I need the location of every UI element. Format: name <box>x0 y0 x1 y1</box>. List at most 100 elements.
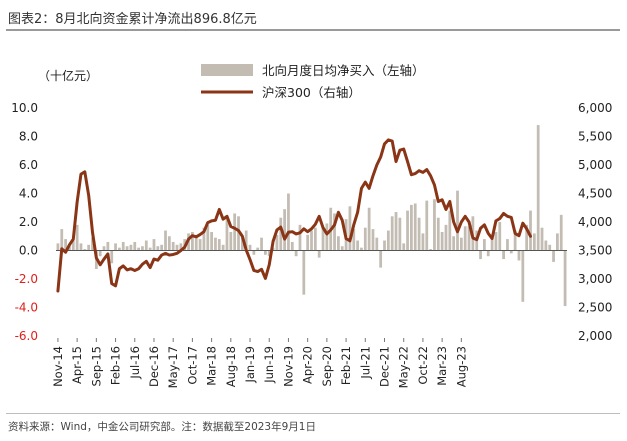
right-tick-label: 4,000 <box>578 215 612 229</box>
bar <box>356 240 359 251</box>
bar <box>467 226 471 251</box>
x-tick-label: Mar-18 <box>205 346 219 386</box>
source-note: 资料来源：Wind，中金公司研究部。注：数据截至2023年9月1日 <box>8 421 316 433</box>
bar-series <box>56 125 567 307</box>
bar <box>98 250 102 257</box>
right-tick-label: 5,500 <box>578 130 612 144</box>
bar <box>68 246 71 251</box>
x-tick-label: Jan-19 <box>243 346 257 384</box>
bar <box>79 243 83 251</box>
right-tick-label: 6,000 <box>578 101 612 115</box>
bar <box>206 224 210 251</box>
bar <box>429 249 432 251</box>
bar <box>363 227 367 251</box>
x-tick-label: Mar-23 <box>435 346 449 386</box>
right-tick-label: 2,500 <box>578 301 612 315</box>
bar <box>144 240 148 251</box>
bar <box>244 230 248 251</box>
bar <box>421 233 425 251</box>
bar <box>379 250 383 268</box>
bar <box>525 224 529 251</box>
bar <box>202 227 206 251</box>
bar <box>521 250 525 302</box>
bar <box>413 203 417 251</box>
bar <box>164 230 167 251</box>
bar <box>221 244 225 251</box>
legend: 北向月度日均净买入（左轴） 沪深300（右轴） <box>201 63 425 100</box>
x-tick-label: Dec-21 <box>378 346 392 387</box>
bar <box>310 230 313 251</box>
bar <box>167 236 171 251</box>
left-tick-label: -2.0 <box>15 272 38 286</box>
bar <box>509 250 513 254</box>
bar <box>175 244 179 251</box>
bar <box>217 239 221 251</box>
bar <box>517 250 521 261</box>
bar <box>486 250 490 257</box>
left-tick-label: 0.0 <box>19 244 38 258</box>
x-axis-ticks: Nov-14 Apr-15 Sep-15 Feb-16 Jul-16 Dec-16 May-… <box>51 338 468 388</box>
index-line <box>56 138 532 293</box>
bar <box>321 227 325 251</box>
bar <box>240 237 244 251</box>
bar <box>264 250 267 255</box>
bar <box>60 229 64 251</box>
bar <box>559 214 563 251</box>
bar <box>225 216 229 251</box>
bar <box>194 236 198 251</box>
left-tick-label: 10.0 <box>11 101 38 115</box>
bar <box>452 236 456 251</box>
bar <box>459 237 463 251</box>
legend-bar-swatch <box>201 64 253 76</box>
bar <box>433 199 436 251</box>
left-axis-unit-label: （十亿元） <box>38 68 98 83</box>
bar <box>114 243 117 251</box>
footer-divider <box>6 413 620 414</box>
bar <box>317 250 321 258</box>
x-tick-label: Aug-18 <box>224 346 238 387</box>
bar <box>237 216 240 251</box>
bar <box>56 243 60 251</box>
bar <box>394 212 398 251</box>
bar <box>313 227 317 251</box>
x-tick-label: Sep-15 <box>89 346 103 386</box>
right-tick-label: 3,500 <box>578 244 612 258</box>
bar <box>556 233 559 251</box>
right-tick-label: 4,500 <box>578 187 612 201</box>
bar <box>191 231 194 251</box>
bar <box>118 247 121 251</box>
bar <box>483 239 486 251</box>
x-tick-label: Feb-21 <box>339 346 353 385</box>
bar <box>141 246 144 251</box>
title-divider <box>6 29 620 31</box>
bar <box>490 234 494 251</box>
left-tick-label: 2.0 <box>19 215 38 229</box>
bar <box>386 230 390 251</box>
left-tick-label: -4.0 <box>15 301 38 315</box>
bar <box>417 217 421 251</box>
bar <box>91 237 94 251</box>
bar <box>513 230 517 251</box>
left-tick-label: 8.0 <box>19 130 38 144</box>
bar <box>325 223 329 251</box>
bar <box>179 243 183 251</box>
bar <box>375 237 379 251</box>
bar <box>252 250 256 255</box>
bar <box>352 229 356 251</box>
bar <box>302 250 306 295</box>
right-axis-ticks: 2,000 2,500 3,000 3,500 4,000 4,500 5,000 5,500… <box>578 101 612 343</box>
x-tick-label: Oct-22 <box>416 346 430 385</box>
bar <box>229 231 233 251</box>
bar <box>248 244 252 251</box>
bar <box>383 240 386 251</box>
x-tick-label: Nov-14 <box>51 346 65 387</box>
right-tick-label: 2,000 <box>578 329 612 343</box>
bar <box>544 240 548 251</box>
bar <box>463 226 467 251</box>
bar <box>448 210 452 251</box>
bar <box>290 241 294 251</box>
bar <box>536 125 540 251</box>
bar <box>494 231 498 251</box>
bar <box>160 244 164 251</box>
x-tick-label: Oct-17 <box>185 346 199 385</box>
